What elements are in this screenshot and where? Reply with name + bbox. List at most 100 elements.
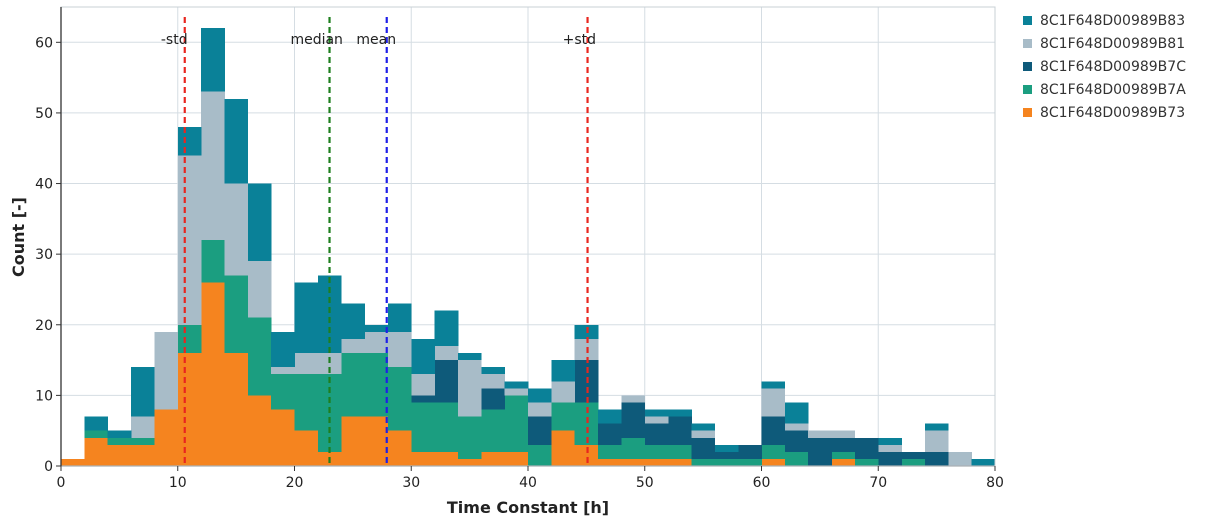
- legend-swatch: [1023, 16, 1032, 25]
- bar-segment-8c1f648d00989b7a: [411, 402, 435, 452]
- bar-segment-8c1f648d00989b83: [878, 437, 902, 445]
- bar-segment-8c1f648d00989b7c: [598, 423, 622, 445]
- x-tick-label: 40: [519, 475, 537, 491]
- bar-segment-8c1f648d00989b7c: [761, 416, 786, 445]
- bar-segment-8c1f648d00989b81: [201, 91, 225, 241]
- legend-label: 8C1F648D00989B7C: [1040, 59, 1186, 75]
- bar-segment-8c1f648d00989b81: [364, 331, 389, 354]
- y-tick-label: 10: [35, 388, 53, 404]
- legend-item-8c1f648d00989b7a[interactable]: 8C1F648D00989B7A: [1023, 82, 1186, 98]
- bar-segment-8c1f648d00989b81: [154, 331, 179, 410]
- legend-swatch: [1023, 85, 1032, 94]
- bar-segment-8c1f648d00989b7a: [574, 402, 599, 445]
- bar-segment-8c1f648d00989b7c: [481, 388, 505, 410]
- vline-label: +std: [563, 32, 596, 48]
- x-tick-label: 60: [753, 475, 771, 491]
- bar-segment-8c1f648d00989b7a: [528, 444, 552, 466]
- bar-segment-8c1f648d00989b83: [668, 409, 692, 417]
- bar-segment-8c1f648d00989b81: [341, 338, 365, 354]
- bar-segment-8c1f648d00989b81: [761, 388, 786, 417]
- bar-segment-8c1f648d00989b7a: [714, 458, 739, 466]
- bar-segment-8c1f648d00989b83: [598, 409, 622, 424]
- bar-segment-8c1f648d00989b73: [831, 458, 856, 466]
- x-tick-label: 80: [986, 475, 1004, 491]
- bar-segment-8c1f648d00989b7a: [761, 444, 786, 459]
- legend-swatch: [1023, 39, 1032, 48]
- bar-segment-8c1f648d00989b83: [317, 275, 342, 354]
- bar-segment-8c1f648d00989b81: [131, 416, 155, 438]
- axes-layer: 0 10 20 30 40 50 60 70 80 0 10 20 30 40 50 60: [35, 6, 1004, 491]
- bar-segment-8c1f648d00989b7a: [84, 430, 108, 438]
- legend-label: 8C1F648D00989B7A: [1040, 82, 1186, 98]
- legend-swatch: [1023, 62, 1032, 71]
- bar-segment-8c1f648d00989b7a: [317, 374, 342, 452]
- bar-segment-8c1f648d00989b7c: [901, 451, 926, 459]
- bar-segment-8c1f648d00989b81: [317, 353, 342, 375]
- bar-segment-8c1f648d00989b83: [528, 388, 552, 403]
- bar-segment-8c1f648d00989b83: [434, 310, 459, 346]
- legend-item-8c1f648d00989b73[interactable]: 8C1F648D00989B73: [1023, 105, 1185, 121]
- bar-segment-8c1f648d00989b73: [84, 437, 108, 466]
- legend-label: 8C1F648D00989B83: [1040, 13, 1185, 29]
- bar-segment-8c1f648d00989b81: [294, 353, 319, 375]
- y-tick-label: 50: [35, 106, 53, 122]
- bar-segment-8c1f648d00989b73: [481, 451, 505, 466]
- bar-segment-8c1f648d00989b81: [831, 430, 856, 438]
- bar-segment-8c1f648d00989b7a: [387, 367, 412, 431]
- bar-segment-8c1f648d00989b83: [924, 423, 949, 431]
- bar-segment-8c1f648d00989b7a: [107, 437, 132, 445]
- bar-segment-8c1f648d00989b73: [668, 458, 692, 466]
- bar-segment-8c1f648d00989b81: [528, 402, 552, 417]
- bar-segment-8c1f648d00989b73: [761, 458, 786, 466]
- x-tick-label: 10: [169, 475, 187, 491]
- bar-segment-8c1f648d00989b83: [247, 183, 272, 262]
- bar-segment-8c1f648d00989b83: [84, 416, 108, 431]
- bar-segment-8c1f648d00989b7a: [598, 444, 622, 459]
- bar-segment-8c1f648d00989b73: [294, 430, 319, 466]
- bar-segment-8c1f648d00989b81: [808, 430, 832, 438]
- vline-label: mean: [356, 32, 396, 48]
- bar-segment-8c1f648d00989b81: [247, 261, 272, 318]
- bar-segment-8c1f648d00989b7a: [831, 451, 856, 459]
- bar-segment-8c1f648d00989b83: [784, 402, 809, 424]
- bar-segment-8c1f648d00989b81: [224, 183, 249, 276]
- bar-segment-8c1f648d00989b7a: [201, 240, 225, 283]
- bar-segment-8c1f648d00989b7a: [854, 458, 879, 466]
- bar-segment-8c1f648d00989b83: [691, 423, 716, 431]
- bar-segment-8c1f648d00989b7c: [831, 437, 856, 452]
- bar-segment-8c1f648d00989b7c: [854, 437, 879, 459]
- bar-segment-8c1f648d00989b7c: [691, 437, 716, 459]
- bar-segment-8c1f648d00989b81: [924, 430, 949, 452]
- bar-segment-8c1f648d00989b83: [457, 353, 482, 361]
- bar-segment-8c1f648d00989b83: [201, 28, 225, 92]
- legend-item-8c1f648d00989b83[interactable]: 8C1F648D00989B83: [1023, 13, 1185, 29]
- bar-segment-8c1f648d00989b7a: [434, 402, 459, 452]
- reference-lines-layer: -std median mean +std: [161, 17, 596, 466]
- y-tick-label: 0: [44, 459, 53, 475]
- legend[interactable]: 8C1F648D00989B83 8C1F648D00989B81 8C1F648D…: [1023, 13, 1186, 121]
- bar-segment-8c1f648d00989b83: [644, 409, 669, 417]
- bar-segment-8c1f648d00989b7c: [808, 437, 832, 466]
- bar-segment-8c1f648d00989b83: [131, 367, 155, 417]
- bar-segment-8c1f648d00989b7a: [177, 324, 202, 354]
- bar-segment-8c1f648d00989b7c: [528, 416, 552, 445]
- legend-item-8c1f648d00989b81[interactable]: 8C1F648D00989B81: [1023, 36, 1185, 52]
- bar-segment-8c1f648d00989b81: [644, 416, 669, 424]
- bar-segment-8c1f648d00989b73: [644, 458, 669, 466]
- bar-segment-8c1f648d00989b7c: [738, 444, 762, 459]
- bar-segment-8c1f648d00989b81: [784, 423, 809, 431]
- x-tick-label: 70: [869, 475, 887, 491]
- bar-segment-8c1f648d00989b7c: [411, 395, 435, 403]
- bars-layer: [61, 28, 996, 466]
- bar-segment-8c1f648d00989b7a: [668, 444, 692, 459]
- bar-segment-8c1f648d00989b7a: [691, 458, 716, 466]
- bar-segment-8c1f648d00989b81: [948, 451, 972, 466]
- bar-segment-8c1f648d00989b73: [598, 458, 622, 466]
- y-tick-label: 60: [35, 35, 53, 51]
- legend-item-8c1f648d00989b7c[interactable]: 8C1F648D00989B7C: [1023, 59, 1186, 75]
- legend-swatch: [1023, 108, 1032, 117]
- bar-segment-8c1f648d00989b73: [107, 444, 132, 466]
- bar-segment-8c1f648d00989b7a: [294, 374, 319, 431]
